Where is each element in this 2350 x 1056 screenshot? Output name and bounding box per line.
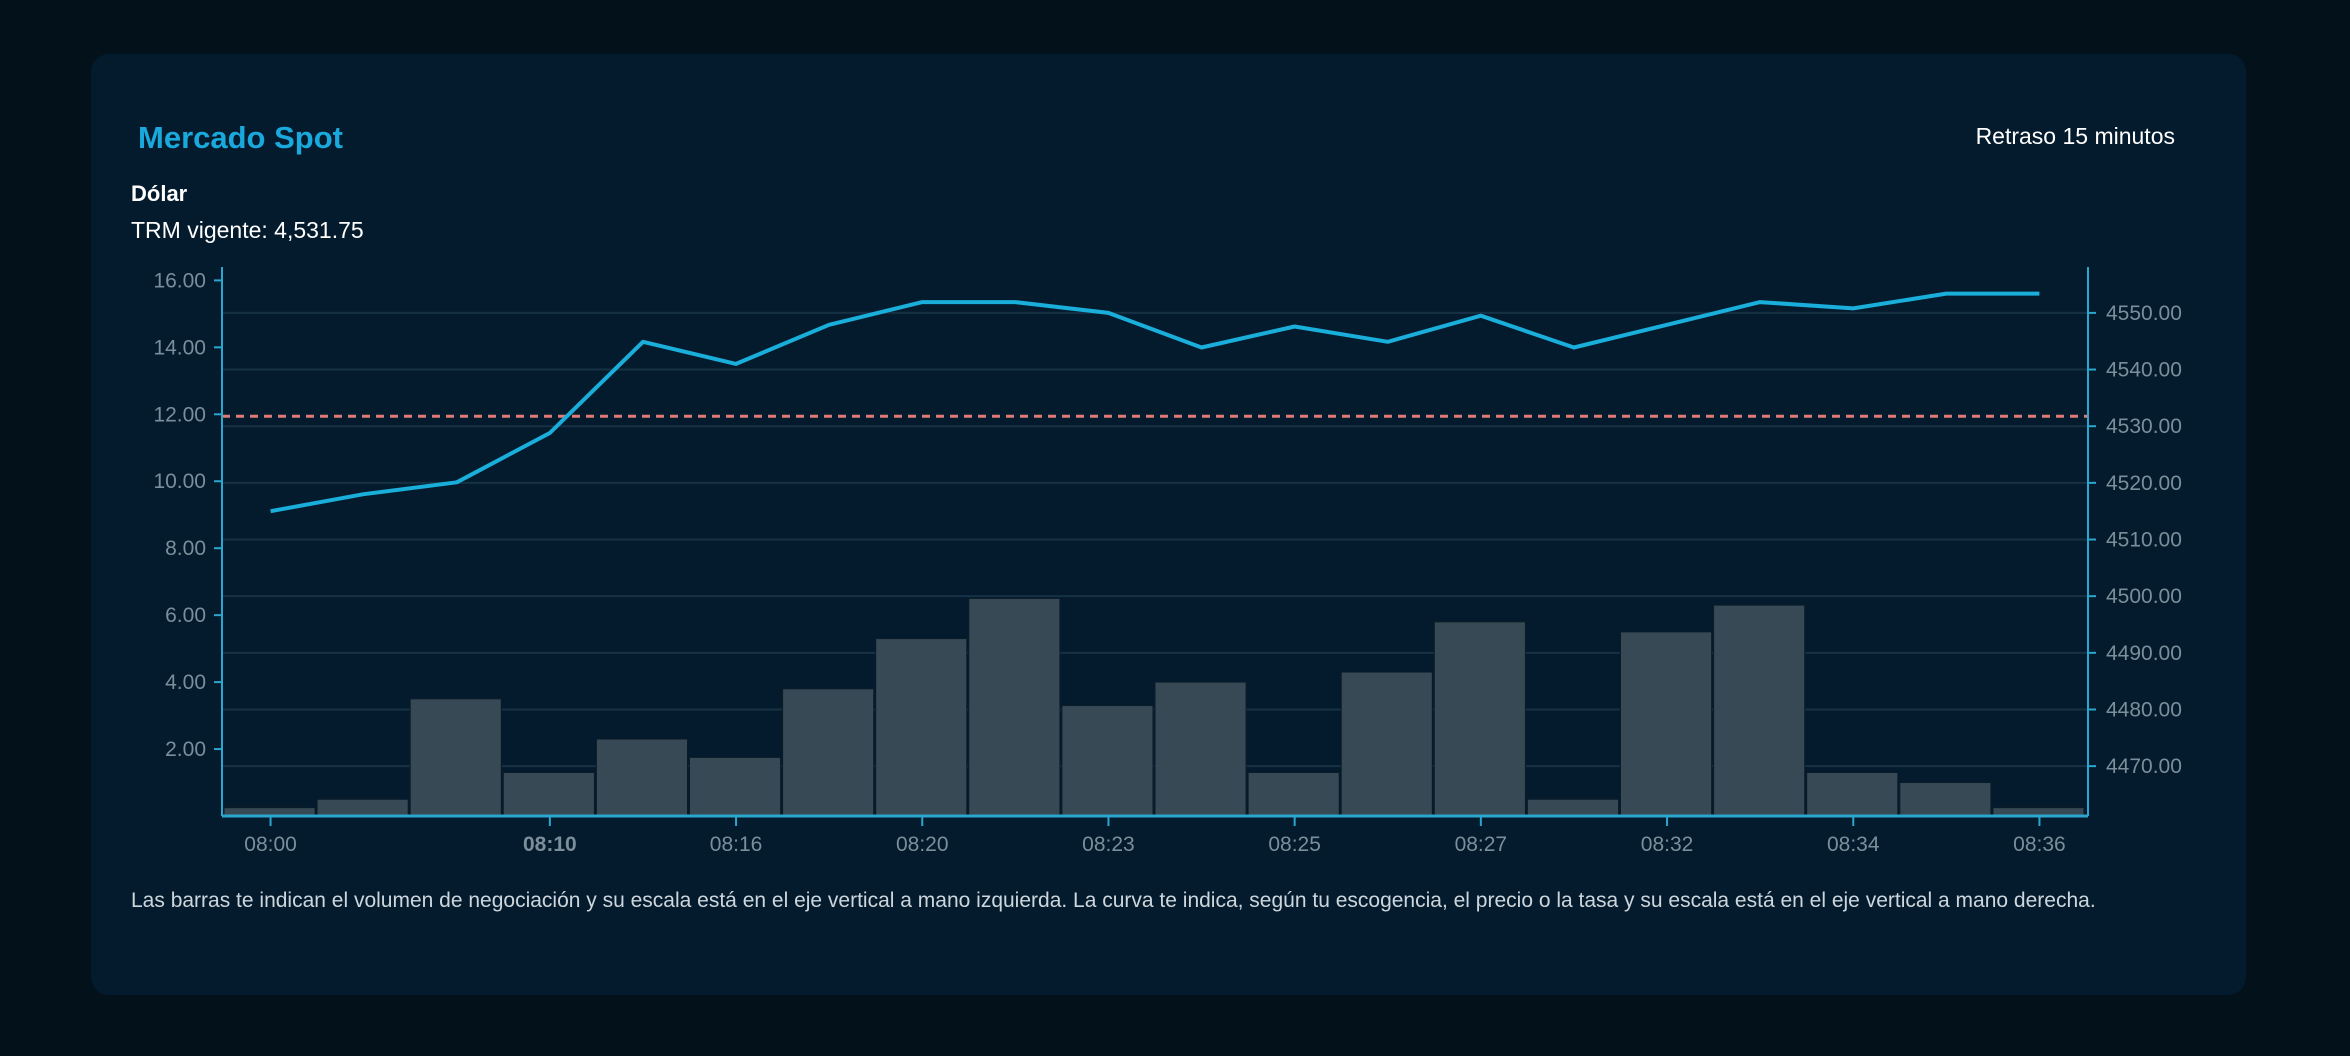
left-axis-tick-label: 16.00: [153, 269, 206, 292]
right-axis-tick-label: 4550.00: [2106, 302, 2182, 325]
x-axis-tick-label: 08:36: [2013, 833, 2066, 856]
x-axis-tick-label: 08:20: [896, 833, 949, 856]
volume-bar: [316, 798, 409, 817]
volume-bar: [1713, 604, 1806, 817]
right-axis-tick-label: 4500.00: [2106, 585, 2182, 608]
x-axis-tick-label: 08:32: [1641, 833, 1694, 856]
volume-bar: [1620, 631, 1713, 817]
volume-bar: [1526, 798, 1620, 817]
volume-bar: [1899, 782, 1992, 817]
volume-bar: [595, 738, 689, 817]
volume-bar: [502, 771, 595, 817]
left-axis-tick-label: 6.00: [165, 604, 206, 627]
right-axis-tick-label: 4480.00: [2106, 698, 2182, 721]
x-axis-tick-label: 08:27: [1455, 833, 1508, 856]
x-axis-tick-label: 08:10: [523, 833, 577, 856]
x-axis-tick-label: 08:23: [1082, 833, 1135, 856]
trm-value: TRM vigente: 4,531.75: [131, 217, 364, 243]
volume-bar: [409, 698, 502, 817]
page-title: Mercado Spot: [138, 120, 343, 155]
market-card: [91, 54, 2246, 995]
left-axis-tick-label: 2.00: [165, 738, 206, 761]
right-axis-tick-label: 4490.00: [2106, 642, 2182, 665]
volume-bar: [968, 597, 1061, 817]
right-axis-tick-label: 4530.00: [2106, 415, 2182, 438]
volume-bar: [689, 756, 782, 817]
right-axis-tick-label: 4510.00: [2106, 529, 2182, 552]
right-axis-tick-label: 4470.00: [2106, 755, 2182, 778]
asset-name: Dólar: [131, 181, 188, 206]
x-axis-tick-label: 08:34: [1827, 833, 1880, 856]
chart-description: Las barras te indican el volumen de nego…: [131, 889, 2096, 912]
volume-bar: [1806, 771, 1899, 817]
volume-bar: [1340, 671, 1433, 817]
left-axis-tick-label: 12.00: [153, 403, 206, 426]
left-axis-tick-label: 8.00: [165, 537, 206, 560]
left-axis-tick-label: 10.00: [153, 470, 206, 493]
volume-bar: [1247, 771, 1340, 817]
volume-bar: [1433, 621, 1526, 817]
volume-bar: [1154, 681, 1247, 817]
left-axis-tick-label: 4.00: [165, 671, 206, 694]
price-line: [270, 291, 2040, 514]
delay-label: Retraso 15 minutos: [1975, 123, 2175, 149]
volume-bar: [875, 638, 968, 817]
left-axis-tick-label: 14.00: [153, 336, 206, 359]
right-axis-tick-label: 4540.00: [2106, 359, 2182, 382]
right-axis-tick-label: 4520.00: [2106, 472, 2182, 495]
x-axis-tick-label: 08:00: [244, 833, 297, 856]
x-axis-tick-label: 08:16: [710, 833, 763, 856]
volume-bar: [782, 688, 875, 817]
x-axis-tick-label: 08:25: [1268, 833, 1321, 856]
volume-bar: [1061, 705, 1154, 817]
